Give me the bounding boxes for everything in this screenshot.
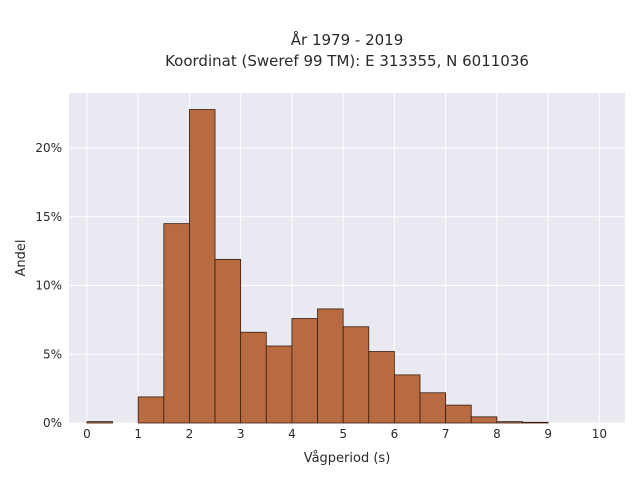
histogram-bar-8 [291,318,318,424]
x-tick-label-0: 0 [83,427,91,441]
y-axis-label: Andel [14,240,29,277]
x-tick-label-4: 4 [288,427,296,441]
x-axis-label: Vågperiod (s) [304,451,391,466]
histogram-bar-15 [470,416,498,424]
histogram-bar-3 [163,223,190,424]
y-tick-label-0: 0% [43,416,62,430]
y-tick-label-1: 5% [43,347,62,361]
histogram-bar-11 [368,351,395,424]
histogram-bar-10 [342,326,370,424]
histogram-bar-6 [240,331,267,424]
x-tick-label-10: 10 [592,427,607,441]
y-tick-labels: 0% 5% 10% 15% 20% [35,141,62,430]
histogram-bar-12 [394,374,421,424]
chart-title: År 1979 - 2019 [291,30,404,49]
chart-subtitle: Koordinat (Sweref 99 TM): E 313355, N 60… [165,52,529,70]
x-tick-label-1: 1 [134,427,142,441]
histogram-bar-9 [317,308,344,424]
y-tick-label-2: 10% [35,279,62,293]
x-tick-labels: 0 1 2 3 4 5 6 7 8 9 10 [83,427,607,441]
y-tick-label-4: 20% [35,141,62,155]
histogram-bar-5 [214,258,242,424]
histogram-bar-13 [419,392,447,424]
x-tick-label-9: 9 [544,427,552,441]
histogram-bar-7 [265,345,293,424]
x-tick-label-6: 6 [391,427,399,441]
x-tick-label-7: 7 [442,427,450,441]
histogram-bar-16 [496,421,523,424]
histogram-bar-14 [445,404,472,424]
histogram-bars [86,109,549,424]
x-tick-label-2: 2 [186,427,194,441]
x-tick-label-8: 8 [493,427,501,441]
histogram-bar-0 [86,421,113,424]
histogram-bar-17 [522,421,549,424]
x-tick-label-5: 5 [339,427,347,441]
histogram-bar-2 [137,396,165,424]
y-tick-label-3: 15% [35,210,62,224]
x-tick-label-3: 3 [237,427,245,441]
histogram-bar-4 [189,109,216,424]
